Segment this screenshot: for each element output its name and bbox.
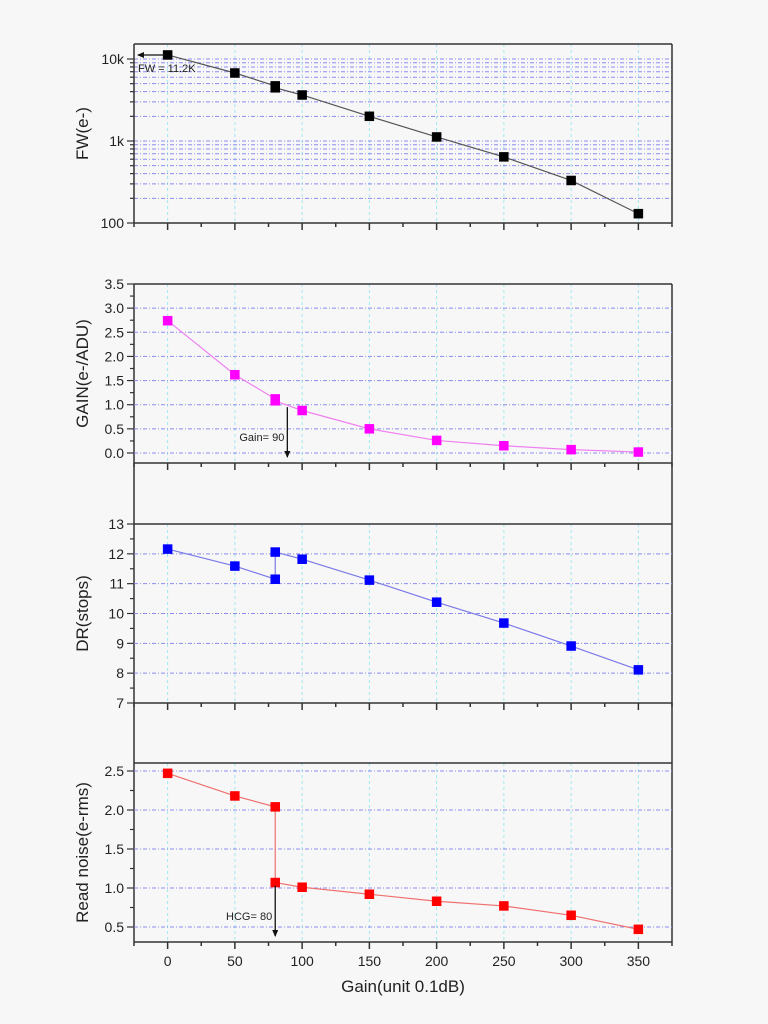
y-tick-label: 1.5 <box>105 373 125 389</box>
y-tick-label: 3.0 <box>105 300 125 316</box>
y-axis-title: FW(e-) <box>73 107 92 160</box>
y-tick-label: 12 <box>108 546 124 562</box>
data-point <box>633 447 644 457</box>
panel-gain: 0.0 0.5 1.0 1.5 2.0 2.5 3.0 3.5 GAIN(e-/ADU) Gain… <box>73 276 673 470</box>
y-axis-title: GAIN(e-/ADU) <box>73 319 92 428</box>
x-tick-label: 200 <box>425 953 449 969</box>
y-tick-label: 7 <box>116 695 124 711</box>
data-point <box>499 901 509 911</box>
y-tick-label: 1.0 <box>105 880 125 896</box>
data-point <box>364 575 375 585</box>
series-line <box>167 772 639 930</box>
panel-rn: 0.5 1.0 1.5 2.0 2.5 Read noise(e-rms) HCG= 80 <box>73 762 673 949</box>
y-tick-label: 2.0 <box>105 802 125 818</box>
y-tick-label: 0.5 <box>105 421 125 437</box>
data-point <box>364 889 375 899</box>
data-point <box>230 791 240 801</box>
panel-fw: 100 1k 10k FW(e-) FW = 11.2K <box>73 43 673 231</box>
data-point <box>162 315 173 326</box>
data-point <box>270 547 280 557</box>
x-tick-label: 150 <box>358 953 382 969</box>
data-point <box>566 641 576 651</box>
data-point <box>431 597 442 607</box>
y-axis-title: DR(stops) <box>73 575 92 652</box>
data-point <box>499 152 509 162</box>
data-point <box>297 882 307 892</box>
data-point <box>297 90 307 100</box>
data-point <box>270 83 280 93</box>
data-point <box>297 405 307 416</box>
y-tick-label: 1.5 <box>105 841 125 857</box>
data-point <box>566 444 576 455</box>
y-tick-label: 8 <box>116 665 124 681</box>
data-point <box>633 208 644 219</box>
y-tick-label: 1.0 <box>105 397 125 413</box>
y-tick-label: 10k <box>101 51 125 67</box>
data-point <box>230 68 240 78</box>
data-point <box>566 175 576 186</box>
x-tick-label: 250 <box>492 953 516 969</box>
data-point <box>230 370 240 380</box>
data-point <box>431 435 442 446</box>
x-tick-label: 100 <box>290 953 314 969</box>
panel-dr: 7 8 9 10 11 12 13 DR(stops) <box>73 516 673 711</box>
annotation-label: HCG= 80 <box>226 911 272 923</box>
y-tick-label: 10 <box>108 606 124 622</box>
y-tick-label: 100 <box>101 215 125 231</box>
y-tick-label: 0.5 <box>105 919 125 935</box>
data-point <box>230 561 240 571</box>
y-tick-label: 11 <box>109 576 124 592</box>
y-tick-label: 13 <box>108 516 124 532</box>
y-tick-label: 1k <box>109 133 125 149</box>
data-point <box>297 554 307 564</box>
data-point <box>364 424 375 434</box>
data-point <box>162 768 173 779</box>
data-point <box>270 396 280 406</box>
annotation-label: Gain= 90 <box>239 432 284 444</box>
data-point <box>270 802 280 812</box>
x-tick-label: 350 <box>627 953 651 969</box>
series-line <box>167 548 639 671</box>
x-axis-title: Gain(unit 0.1dB) <box>341 977 465 996</box>
y-tick-label: 9 <box>116 635 124 651</box>
x-tick-label: 50 <box>227 953 243 969</box>
x-tick-label: 0 <box>164 953 172 969</box>
data-point <box>499 441 509 451</box>
annotation-label: FW = 11.2K <box>138 63 196 75</box>
data-point <box>162 544 173 554</box>
data-point <box>431 896 442 907</box>
data-point <box>499 618 509 628</box>
y-tick-label: 3.5 <box>105 276 125 292</box>
data-point <box>633 665 644 675</box>
y-tick-label: 0.0 <box>105 445 125 461</box>
y-tick-label: 2.5 <box>105 763 125 779</box>
data-point <box>633 924 644 935</box>
data-point <box>270 574 280 584</box>
y-tick-label: 2.5 <box>105 324 125 340</box>
y-axis-title: Read noise(e-rms) <box>73 782 92 923</box>
series-line <box>167 320 639 453</box>
data-point <box>566 910 576 921</box>
series-line <box>167 54 639 215</box>
data-point <box>364 111 375 122</box>
data-point <box>431 132 442 142</box>
y-tick-label: 2.0 <box>105 348 125 364</box>
x-tick-label: 300 <box>559 953 583 969</box>
